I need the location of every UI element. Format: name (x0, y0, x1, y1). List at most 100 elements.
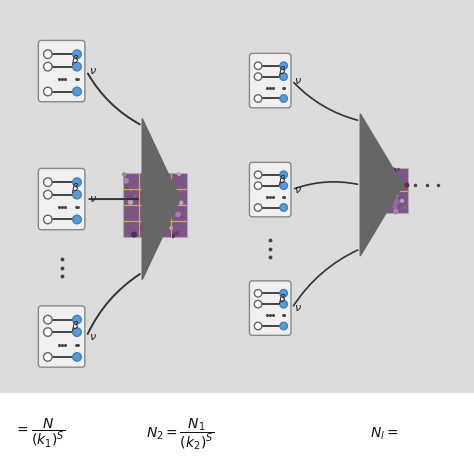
Circle shape (393, 199, 400, 205)
FancyBboxPatch shape (249, 54, 291, 108)
Circle shape (44, 191, 52, 199)
Circle shape (181, 189, 187, 196)
Circle shape (144, 187, 145, 188)
Circle shape (175, 231, 179, 235)
Text: $\nu$: $\nu$ (294, 75, 302, 86)
Circle shape (44, 215, 52, 224)
Circle shape (44, 63, 52, 71)
Circle shape (122, 172, 127, 177)
Circle shape (392, 204, 398, 209)
Circle shape (255, 95, 262, 102)
Text: $\beta$: $\beta$ (278, 173, 286, 187)
Circle shape (404, 182, 410, 188)
Circle shape (394, 174, 396, 176)
Circle shape (280, 301, 287, 308)
Circle shape (73, 178, 81, 186)
Circle shape (280, 171, 287, 179)
Circle shape (180, 189, 184, 193)
Circle shape (398, 187, 400, 190)
FancyBboxPatch shape (249, 281, 291, 335)
Circle shape (170, 233, 175, 238)
Circle shape (372, 188, 377, 193)
Circle shape (397, 168, 400, 171)
Circle shape (179, 201, 183, 205)
Circle shape (73, 315, 81, 324)
Circle shape (375, 185, 378, 188)
Circle shape (280, 322, 287, 330)
Circle shape (379, 196, 381, 199)
Circle shape (377, 174, 384, 182)
Circle shape (386, 199, 391, 203)
Circle shape (280, 204, 287, 211)
FancyBboxPatch shape (249, 163, 291, 217)
Circle shape (176, 199, 177, 201)
Circle shape (73, 215, 81, 224)
Circle shape (390, 174, 396, 181)
Circle shape (255, 301, 262, 308)
FancyBboxPatch shape (363, 168, 408, 213)
Circle shape (397, 187, 401, 191)
FancyBboxPatch shape (38, 40, 85, 102)
Circle shape (126, 187, 128, 189)
FancyBboxPatch shape (38, 168, 85, 230)
FancyBboxPatch shape (123, 173, 187, 237)
Circle shape (123, 178, 129, 183)
Circle shape (160, 219, 163, 222)
Circle shape (255, 182, 262, 190)
Circle shape (131, 231, 137, 237)
Circle shape (177, 172, 181, 176)
Circle shape (144, 220, 149, 226)
Circle shape (134, 195, 136, 197)
Circle shape (149, 195, 153, 200)
Circle shape (392, 191, 398, 198)
Circle shape (137, 199, 141, 204)
FancyBboxPatch shape (0, 0, 474, 393)
Circle shape (383, 190, 387, 194)
Circle shape (255, 62, 262, 70)
Circle shape (73, 50, 81, 58)
Circle shape (370, 175, 374, 179)
Circle shape (172, 199, 174, 201)
Circle shape (393, 209, 399, 214)
Text: $\beta$: $\beta$ (71, 319, 79, 333)
Circle shape (44, 87, 52, 96)
Circle shape (404, 206, 406, 209)
Circle shape (44, 315, 52, 324)
Circle shape (169, 226, 173, 230)
Circle shape (386, 171, 388, 173)
Text: $\nu$: $\nu$ (89, 194, 97, 204)
Circle shape (392, 168, 397, 173)
Text: $\beta$: $\beta$ (71, 182, 79, 195)
Circle shape (389, 188, 393, 191)
Text: $\nu$: $\nu$ (294, 303, 302, 313)
Circle shape (255, 290, 262, 297)
Circle shape (124, 198, 127, 200)
Circle shape (144, 200, 147, 202)
Polygon shape (360, 114, 403, 256)
Text: $\beta$: $\beta$ (278, 292, 286, 306)
Circle shape (397, 174, 399, 175)
Circle shape (380, 175, 386, 182)
Circle shape (73, 353, 81, 361)
Text: $N_2 = \dfrac{N_1}{(k_2)^S}$: $N_2 = \dfrac{N_1}{(k_2)^S}$ (146, 416, 214, 452)
Circle shape (44, 328, 52, 337)
Circle shape (255, 171, 262, 179)
Circle shape (378, 180, 383, 185)
Circle shape (176, 231, 180, 235)
Text: $\beta$: $\beta$ (71, 54, 79, 67)
Circle shape (255, 73, 262, 81)
Circle shape (400, 199, 404, 203)
Circle shape (255, 204, 262, 211)
Circle shape (376, 198, 380, 202)
Circle shape (165, 183, 169, 186)
Circle shape (128, 200, 133, 205)
Circle shape (175, 211, 181, 218)
Circle shape (157, 228, 159, 230)
FancyBboxPatch shape (38, 306, 85, 367)
Circle shape (171, 225, 173, 227)
Circle shape (130, 189, 132, 191)
FancyBboxPatch shape (0, 393, 474, 474)
Circle shape (143, 182, 147, 185)
Circle shape (366, 191, 372, 196)
Text: $\beta$: $\beta$ (278, 64, 286, 78)
